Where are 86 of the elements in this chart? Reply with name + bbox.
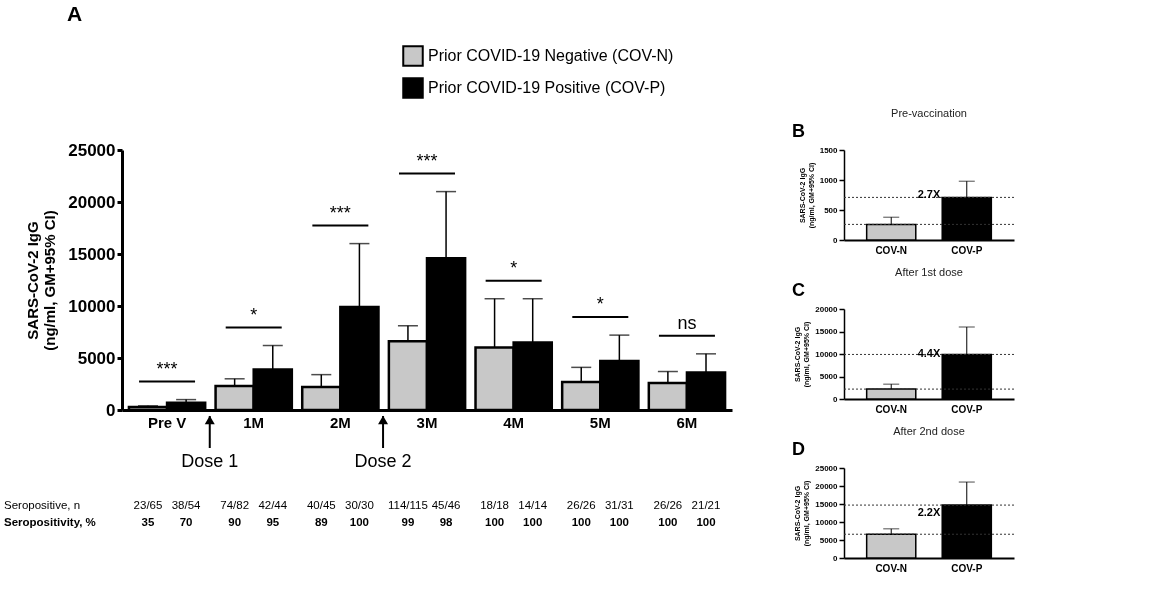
text: Seropositivity, % (4, 516, 96, 528)
text: 18/18 (480, 499, 509, 511)
x-tick-label: COV-N (875, 403, 908, 415)
y-tick-label: 5000 (819, 535, 839, 545)
legend-label: Prior COVID-19 Negative (COV-N) (428, 47, 674, 64)
x-tick-label: 1M (243, 413, 265, 431)
y-tick-label: 20000 (815, 481, 839, 491)
x-tick-label: 2M (329, 413, 351, 431)
text: 40/45 (306, 499, 336, 511)
text: 26/26 (653, 499, 683, 511)
text: Dose 2 (354, 451, 412, 471)
text: 45/46 (431, 499, 461, 511)
x-tick-label: 3M (416, 413, 438, 431)
text: A (67, 2, 83, 25)
text: 23/65 (133, 499, 163, 511)
text: 89 (314, 516, 328, 528)
text: 99 (401, 516, 415, 528)
y-tick-label: 1000 (819, 175, 839, 185)
y-tick-label: 10000 (815, 517, 839, 527)
legend-label: Prior COVID-19 Positive (COV-P) (428, 79, 666, 96)
text: 95 (266, 516, 280, 528)
text: 100 (571, 516, 591, 528)
text: 100 (523, 516, 543, 528)
x-tick-label: 5M (589, 413, 611, 431)
y-tick-label: 25000 (815, 463, 839, 473)
annotation: * (250, 304, 258, 325)
annotation: * (510, 257, 518, 278)
text: 38/54 (171, 499, 202, 511)
y-tick-label: 10000 (815, 349, 839, 359)
y-tick-label: 15000 (815, 499, 839, 509)
text: 26/26 (566, 499, 596, 511)
annotation: * (596, 294, 604, 315)
text: Dose 1 (181, 451, 239, 471)
y-tick-label: 0 (833, 235, 839, 245)
annotation: 4.4X (917, 347, 941, 359)
text: 100 (609, 516, 629, 528)
text: 90 (228, 516, 242, 528)
x-tick-label: COV-P (951, 403, 983, 415)
chart-title: Pre-vaccination (891, 107, 967, 119)
y-tick-label: 0 (833, 394, 839, 404)
text: 14/14 (518, 499, 548, 511)
text: B (792, 121, 805, 141)
y-tick-label: 10000 (68, 296, 116, 316)
annotation: *** (329, 202, 351, 223)
text: 35 (141, 516, 155, 528)
text: 42/44 (258, 499, 288, 511)
y-tick-label: 0 (106, 400, 116, 420)
x-tick-label: COV-P (951, 244, 983, 256)
x-tick-label: COV-N (875, 562, 908, 574)
chart-title: After 1st dose (895, 266, 963, 278)
x-tick-label: 4M (503, 413, 525, 431)
annotation: *** (156, 358, 178, 379)
y-tick-label: 20000 (815, 304, 839, 314)
text: 100 (658, 516, 678, 528)
text: 21/21 (691, 499, 721, 511)
text: 98 (439, 516, 454, 528)
y-tick-label: 5000 (77, 348, 116, 368)
x-tick-label: COV-N (875, 244, 908, 256)
y-axis-title: SARS-CoV-2 IgG (ng/ml, GM+95% CI) (24, 210, 59, 351)
x-tick-label: Pre V (147, 413, 187, 431)
text: C (792, 280, 805, 300)
y-tick-label: 20000 (68, 192, 116, 212)
x-tick-label: 6M (676, 413, 698, 431)
y-tick-label: 5000 (819, 372, 839, 381)
y-tick-label: 25000 (68, 140, 116, 160)
text: 30/30 (345, 499, 374, 511)
text: Seropositive, n (4, 499, 81, 511)
y-tick-label: 1500 (819, 145, 839, 155)
text: 31/31 (604, 499, 634, 511)
text: 70 (179, 516, 193, 528)
text: 100 (349, 516, 370, 528)
text: 114/115 (388, 499, 428, 511)
annotation: ns (677, 312, 697, 333)
text: D (792, 439, 805, 459)
text: 100 (484, 516, 505, 528)
annotation: 2.2X (917, 506, 941, 518)
annotation: *** (416, 150, 438, 171)
text: 74/82 (220, 499, 250, 511)
text: 100 (696, 516, 716, 528)
annotation: 2.7X (917, 188, 941, 200)
y-tick-label: 500 (824, 205, 839, 215)
x-tick-label: COV-P (951, 562, 983, 574)
y-tick-label: 15000 (68, 244, 116, 264)
y-tick-label: 0 (833, 553, 839, 563)
y-tick-label: 15000 (815, 327, 839, 336)
chart-title: After 2nd dose (893, 425, 965, 437)
